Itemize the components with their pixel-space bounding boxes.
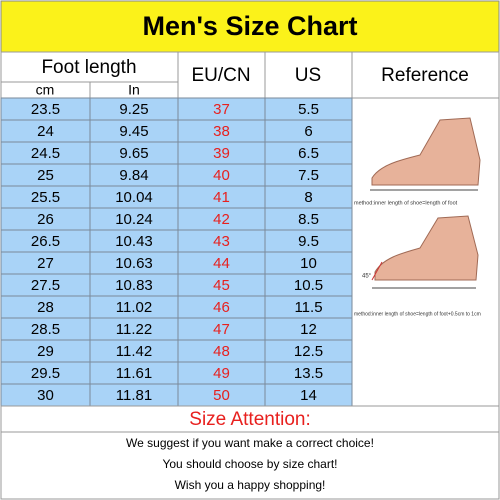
- table-value: 5.5: [298, 101, 319, 118]
- table-value: 9.45: [119, 123, 148, 140]
- table-value: 26.5: [31, 233, 60, 250]
- table-value: 8.5: [298, 211, 319, 228]
- table-value: 24.5: [31, 145, 60, 162]
- eu-size: 44: [213, 255, 230, 272]
- eu-size: 45: [213, 277, 230, 294]
- table-value: 10.43: [115, 233, 153, 250]
- notice-title: Size Attention:: [189, 409, 310, 430]
- header-label: cm: [36, 82, 55, 98]
- table-value: 6.5: [298, 145, 319, 162]
- table-value: 11.5: [294, 299, 322, 316]
- header-cell: [0, 51, 179, 83]
- table-value: 12: [300, 321, 317, 338]
- table-value: 11.42: [116, 343, 152, 360]
- table-value: 29: [37, 343, 54, 360]
- table-value: 10.5: [294, 277, 323, 294]
- eu-size: 37: [213, 101, 230, 118]
- table-body: 23.5 9.25 37 5.5 24 9.45 38 6 24.5 9.65 39 6.5 25 9.8…: [0, 97, 353, 407]
- table-value: 6: [304, 123, 312, 140]
- notice-line: You should choose by size chart!: [162, 457, 337, 471]
- eu-size: 42: [213, 211, 230, 228]
- table-value: 11.81: [116, 387, 152, 404]
- header-label: EU/CN: [191, 65, 250, 86]
- table-value: 25: [37, 167, 54, 184]
- header-label: Reference: [381, 65, 469, 86]
- notice-body: [0, 431, 500, 500]
- table-value: 11.02: [116, 299, 152, 316]
- eu-size: 50: [213, 387, 230, 404]
- table-value: 8: [304, 189, 312, 206]
- eu-size: 40: [213, 167, 230, 184]
- foot-illustration: [370, 117, 481, 191]
- eu-size: 43: [213, 233, 230, 250]
- table-value: 10.04: [115, 189, 153, 206]
- angle-line: [371, 261, 383, 281]
- table-value: 28.5: [31, 321, 60, 338]
- table-value: 26: [37, 211, 54, 228]
- notice-line: Wish you a happy shopping!: [175, 478, 326, 492]
- table-value: 10.24: [115, 211, 153, 228]
- title: Men's Size Chart: [143, 11, 358, 41]
- eu-size: 39: [213, 145, 230, 162]
- table-value: 11.61: [116, 365, 152, 382]
- table-value: 28: [37, 299, 54, 316]
- table-value: 14: [300, 387, 317, 404]
- header-label: Foot length: [41, 57, 136, 78]
- foot-illustration: [371, 215, 479, 289]
- table-value: 10.83: [115, 277, 153, 294]
- table-value: 24: [37, 123, 54, 140]
- table-value: 9.25: [119, 101, 148, 118]
- eu-size: 46: [213, 299, 230, 316]
- table-value: 11.22: [116, 321, 152, 338]
- title-band: [0, 0, 500, 53]
- table-value: 7.5: [298, 167, 319, 184]
- table-value: 27: [37, 255, 54, 272]
- foot: [374, 215, 479, 281]
- table-value: 10.63: [115, 255, 153, 272]
- table-value: 23.5: [31, 101, 60, 118]
- table-value: 9.65: [119, 145, 148, 162]
- table-value: 9.5: [298, 233, 319, 250]
- eu-size: 47: [213, 321, 230, 338]
- table-value: 30: [37, 387, 54, 404]
- table-value: 25.5: [31, 189, 60, 206]
- notice-line: We suggest if you want make a correct ch…: [126, 436, 374, 450]
- eu-size: 38: [213, 123, 230, 140]
- eu-size: 49: [213, 365, 230, 382]
- table-value: 13.5: [294, 365, 323, 382]
- foot: [371, 117, 481, 186]
- eu-size: 48: [213, 343, 230, 360]
- table-value: 9.84: [119, 167, 148, 184]
- angle-label: 45°: [362, 274, 372, 280]
- table-value: 27.5: [31, 277, 60, 294]
- caption: method:inner length of shoe=length of fo…: [354, 311, 481, 317]
- eu-size: 41: [213, 189, 230, 206]
- table-value: 10: [300, 255, 317, 272]
- header-label: In: [128, 82, 140, 98]
- caption: method:inner length of shoe=length of fo…: [354, 200, 458, 206]
- table-value: 29.5: [31, 365, 60, 382]
- header-label: US: [295, 65, 321, 86]
- table-value: 12.5: [294, 343, 323, 360]
